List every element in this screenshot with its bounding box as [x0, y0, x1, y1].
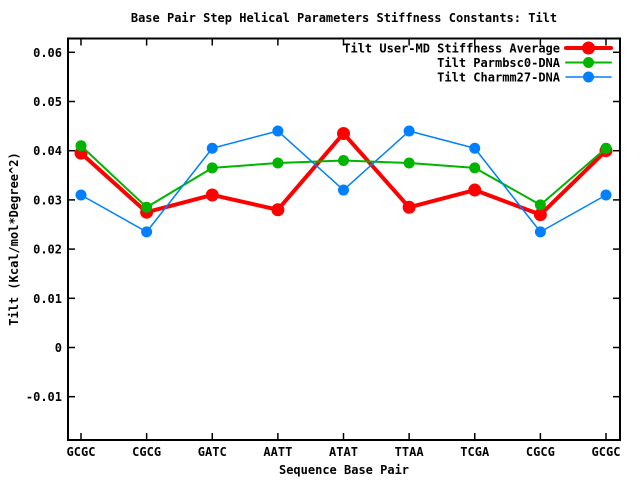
y-tick-label: 0.05 — [33, 95, 62, 109]
x-category-label: AATT — [263, 445, 292, 459]
data-point-series-2 — [600, 189, 612, 201]
y-tick-label: -0.01 — [26, 390, 62, 404]
data-point-series-1 — [338, 155, 349, 167]
x-category-label: ATAT — [329, 445, 358, 459]
series-line-2 — [80, 130, 607, 233]
plot-border — [67, 37, 621, 441]
y-tick-label: 0.06 — [33, 46, 62, 60]
data-point-series-2 — [469, 142, 481, 154]
data-point-series-2 — [534, 226, 546, 238]
data-point-series-0 — [271, 203, 285, 217]
x-axis-label: Sequence Base Pair — [278, 463, 410, 477]
y-tick-label: 0.04 — [33, 144, 62, 158]
data-point-series-0 — [337, 126, 350, 140]
x-category-label: GATC — [198, 445, 227, 459]
data-point-series-1 — [469, 162, 481, 174]
data-point-series-2 — [272, 125, 284, 137]
data-point-series-1 — [403, 157, 415, 169]
x-category-label: TTAA — [395, 445, 425, 459]
chart-title: Base Pair Step Helical Parameters Stiffn… — [130, 11, 558, 25]
data-point-series-1 — [75, 140, 87, 152]
data-point-series-1 — [534, 199, 546, 211]
y-tick-label: 0.02 — [33, 243, 62, 257]
legend-sample-marker — [583, 71, 594, 83]
legend-label: Tilt Parmbsc0-DNA — [437, 56, 561, 70]
data-point-series-1 — [206, 162, 218, 174]
data-point-series-2 — [403, 125, 415, 137]
data-point-series-1 — [600, 142, 612, 154]
data-point-series-0 — [468, 183, 482, 197]
x-category-label: CGCG — [526, 445, 555, 459]
x-category-label: CGCG — [132, 445, 161, 459]
data-point-series-1 — [272, 157, 284, 169]
data-point-series-0 — [402, 200, 416, 214]
series-line-1 — [80, 144, 607, 209]
data-point-series-0 — [205, 188, 219, 202]
y-tick-label: 0.01 — [33, 292, 62, 306]
data-point-series-0 — [533, 208, 547, 222]
legend-label: Tilt User-MD Stiffness Average — [343, 42, 560, 56]
y-tick-label: 0 — [55, 341, 62, 355]
data-point-series-2 — [206, 142, 218, 154]
x-category-label: TCGA — [460, 445, 490, 459]
data-point-series-2 — [75, 189, 87, 201]
x-category-label: GCGC — [67, 445, 96, 459]
data-point-series-1 — [141, 201, 153, 213]
legend-label: Tilt Charmm27-DNA — [437, 71, 561, 85]
legend-sample-marker — [583, 57, 594, 68]
x-category-label: GCGC — [592, 445, 621, 459]
y-tick-label: 0.03 — [33, 193, 62, 207]
legend-sample-marker — [582, 41, 595, 55]
series-line-0 — [79, 131, 608, 217]
data-point-series-2 — [141, 226, 153, 238]
data-point-series-2 — [338, 184, 349, 196]
